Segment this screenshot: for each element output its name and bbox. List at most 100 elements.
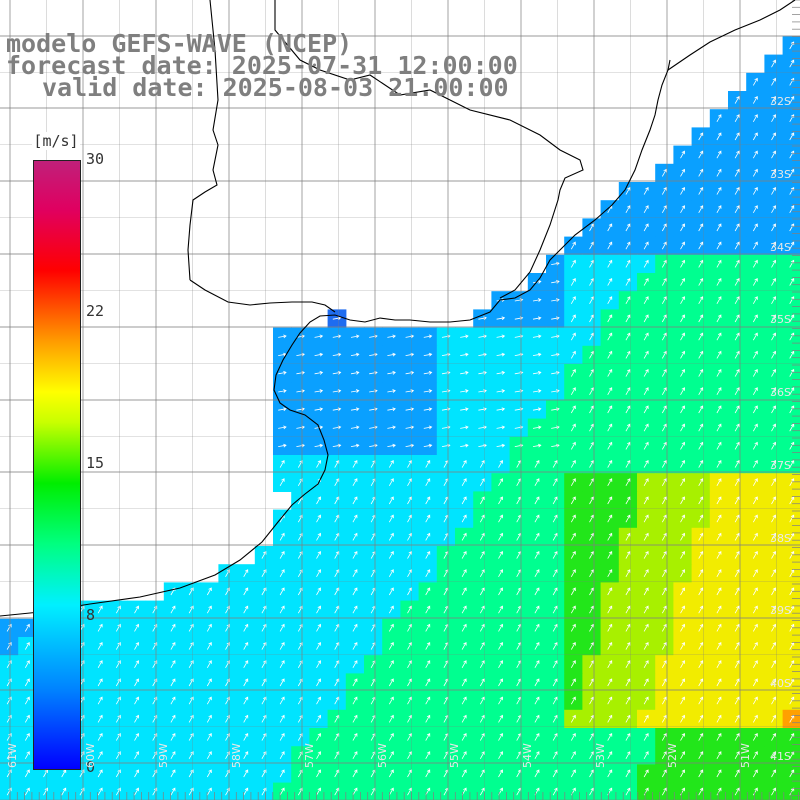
wind-arrow [789, 241, 795, 250]
wind-arrow [425, 532, 431, 541]
wind-arrow [771, 623, 776, 632]
wind-arrow [625, 605, 631, 614]
wind-speed-cell [746, 436, 765, 456]
wind-arrow [206, 769, 212, 778]
wind-arrow [643, 514, 649, 523]
wind-arrow [115, 678, 121, 687]
wind-arrow [607, 514, 613, 523]
wind-arrow [97, 787, 103, 796]
wind-arrow [388, 623, 394, 632]
wind-speed-cell [691, 746, 711, 765]
wind-speed-cell [473, 527, 492, 547]
wind-arrow [570, 405, 576, 414]
wind-arrow [734, 478, 740, 486]
wind-arrow [478, 316, 487, 321]
wind-arrow [698, 350, 704, 359]
wind-speed-cell [764, 163, 784, 183]
wind-arrow [698, 496, 704, 505]
wind-speed-cell [564, 618, 583, 638]
wind-speed-cell [491, 582, 511, 602]
wind-arrow [570, 641, 576, 650]
wind-arrow [461, 478, 467, 486]
wind-arrow [316, 532, 321, 541]
wind-arrow [243, 714, 249, 723]
wind-speed-cell [582, 455, 602, 474]
wind-arrow [334, 751, 340, 759]
wind-speed-cell [291, 764, 310, 784]
wind-speed-cell [655, 491, 674, 511]
wind-arrow [61, 787, 67, 796]
wind-arrow [115, 696, 121, 705]
wind-arrow [752, 186, 758, 195]
wind-arrow [570, 751, 576, 759]
wind-arrow [771, 587, 776, 596]
wind-arrow [551, 334, 560, 339]
wind-speed-cell [527, 509, 547, 529]
wind-arrow [625, 550, 631, 559]
wind-arrow [425, 478, 431, 486]
wind-arrow [698, 696, 704, 705]
wind-arrow [752, 77, 758, 86]
wind-arrow [97, 696, 103, 705]
wind-arrow [643, 405, 649, 414]
wind-arrow [407, 623, 412, 632]
wind-arrow [789, 405, 795, 414]
wind-speed-cell [655, 200, 674, 219]
wind-arrow [243, 641, 249, 650]
wind-speed-cell [163, 600, 183, 620]
wind-arrow [425, 732, 431, 741]
wind-speed-cell [564, 345, 583, 365]
wind-speed-cell [691, 491, 711, 511]
wind-speed-cell [127, 655, 147, 674]
wind-arrow [752, 405, 758, 414]
lat-label-32s: 32S [770, 95, 791, 108]
wind-speed-cell [182, 600, 201, 620]
wind-arrow [789, 441, 795, 450]
wind-speed-cell [600, 746, 620, 765]
wind-arrow [607, 569, 613, 577]
wind-arrow [352, 587, 358, 596]
wind-speed-cell [618, 527, 638, 547]
wind-arrow [532, 407, 542, 412]
wind-speed-cell [582, 564, 602, 583]
wind-speed-cell [309, 655, 329, 674]
wind-speed-cell [582, 509, 602, 529]
wind-speed-cell [673, 655, 693, 674]
wind-speed-cell [182, 709, 201, 729]
wind-speed-cell [673, 691, 693, 711]
wind-speed-cell [491, 564, 511, 583]
wind-speed-cell [764, 218, 784, 238]
wind-speed-cell [254, 709, 274, 729]
wind-speed-cell [746, 236, 765, 256]
wind-speed-cell [400, 637, 420, 656]
wind-arrow [661, 751, 667, 759]
wind-arrow [625, 660, 631, 668]
wind-speed-cell [600, 764, 620, 784]
wind-arrow [188, 714, 194, 723]
wind-arrow [680, 241, 685, 250]
wind-speed-cell [764, 182, 784, 201]
wind-speed-cell [473, 600, 492, 620]
wind-speed-cell [600, 218, 620, 238]
wind-arrow [388, 587, 394, 596]
wind-speed-cell [709, 473, 729, 492]
wind-speed-cell [618, 254, 638, 274]
wind-arrow [680, 732, 685, 741]
wind-speed-cell [91, 691, 110, 711]
wind-speed-cell [764, 673, 784, 693]
wind-arrow [625, 223, 631, 232]
wind-speed-cell [582, 382, 602, 401]
wind-speed-cell [327, 637, 347, 656]
wind-speed-cell [145, 691, 165, 711]
wind-arrow [243, 660, 249, 668]
wind-arrow [551, 370, 560, 375]
wind-speed-cell [436, 673, 456, 693]
wind-speed-cell [473, 618, 492, 638]
wind-arrow [698, 459, 704, 468]
wind-arrow [134, 623, 139, 632]
wind-arrow [552, 532, 558, 541]
wind-speed-cell [637, 655, 656, 674]
wind-speed-cell [455, 691, 474, 711]
wind-arrow [570, 459, 576, 468]
wind-speed-cell [655, 309, 674, 329]
